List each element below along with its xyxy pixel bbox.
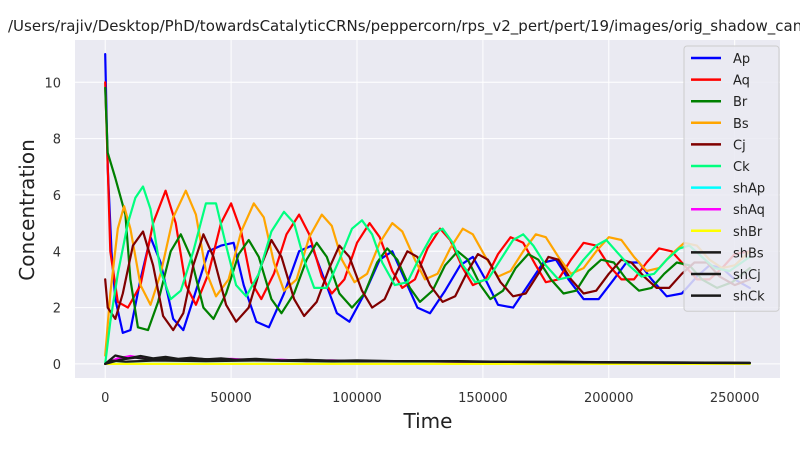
x-tick-label: 150000 [458, 391, 508, 406]
legend-label-Br: Br [733, 95, 748, 110]
series-line-Ck [104, 185, 751, 365]
legend-label-shAp: shAp [733, 182, 765, 197]
legend-label-Ck: Ck [733, 160, 750, 175]
x-tick-label: 0 [101, 391, 109, 406]
x-tick-label: 200000 [584, 391, 634, 406]
y-tick-label: 10 [44, 76, 61, 91]
series-line-Bs [104, 189, 751, 357]
legend-label-Ap: Ap [733, 52, 750, 67]
y-ticks: 0 2 4 6 8 10 [44, 76, 61, 373]
y-tick-label: 2 [53, 302, 61, 317]
legend-label-Aq: Aq [733, 74, 750, 89]
x-tick-label: 100000 [332, 391, 382, 406]
legend-label-shAq: shAq [733, 203, 765, 218]
x-tick-label: 50000 [210, 391, 251, 406]
legend-label-shBr: shBr [733, 225, 763, 240]
chart-title: /Users/rajiv/Desktop/PhD/towardsCatalyti… [8, 17, 800, 36]
y-tick-label: 8 [53, 133, 61, 148]
y-axis-label: Concentration [15, 139, 39, 280]
legend-label-Cj: Cj [733, 138, 746, 153]
legend-box [683, 45, 780, 312]
x-ticks: 0 50000 100000 150000 200000 250000 [101, 391, 759, 406]
legend: Ap Aq Br Bs Cj Ck shAp shAq shBr shBs shCj shCk [683, 45, 780, 312]
x-tick-label: 250000 [710, 391, 760, 406]
series-line-shCk [104, 356, 751, 365]
legend-label-shCk: shCk [733, 290, 765, 305]
legend-label-shBs: shBs [733, 246, 764, 261]
x-axis-label: Time [403, 409, 453, 433]
series-group [104, 53, 751, 365]
y-tick-label: 0 [53, 358, 61, 373]
y-tick-label: 6 [53, 189, 61, 204]
y-tick-label: 4 [53, 245, 61, 260]
legend-label-shCj: shCj [733, 268, 761, 283]
series-line-Br [104, 86, 751, 332]
legend-label-Bs: Bs [733, 117, 749, 132]
